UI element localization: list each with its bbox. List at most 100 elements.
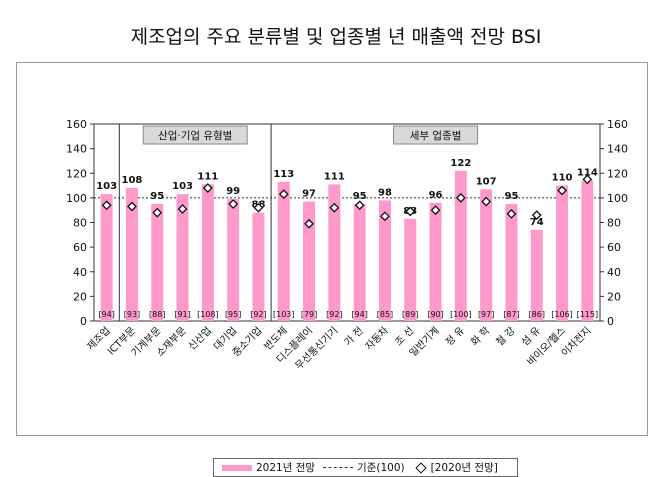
- y-tick-label-right: 120: [607, 167, 628, 180]
- data-label-2020: [85]: [377, 310, 393, 319]
- marker-2020: [405, 206, 416, 217]
- marker-2020: [228, 199, 239, 209]
- data-label-2020: [87]: [503, 310, 519, 319]
- group-label: 세부 업종별: [410, 129, 462, 142]
- legend: 2021년 전망 기준(100) [2020년 전망]: [213, 458, 518, 477]
- marker-2020: [278, 189, 289, 200]
- legend-item: 기준(100): [323, 460, 405, 475]
- data-label-2021: 96: [429, 190, 443, 201]
- bar-2021: [353, 204, 366, 321]
- data-label-2020: [103]: [273, 310, 295, 319]
- data-label-2020: [92]: [326, 310, 342, 319]
- legend-swatch-diamond: [414, 461, 427, 474]
- group-label-box: [393, 125, 479, 145]
- marker-2020: [531, 210, 542, 221]
- data-label-2021: 95: [353, 191, 367, 202]
- y-tick-label-right: 100: [607, 192, 628, 205]
- bar-2021: [556, 185, 569, 321]
- marker-2020: [380, 211, 390, 222]
- bar-2021: [176, 194, 189, 321]
- x-tick-label: 화 학: [469, 325, 493, 349]
- data-label-2021: 111: [324, 171, 345, 182]
- bar-2021: [125, 188, 138, 321]
- y-tick-label-right: 40: [607, 266, 621, 279]
- legend-item: [2020년 전망]: [413, 460, 498, 475]
- bar-2021: [454, 170, 467, 321]
- bar-2021: [429, 202, 442, 321]
- marker-2020: [430, 205, 441, 216]
- marker-2020: [202, 183, 213, 193]
- data-label-2020: [91]: [174, 310, 190, 319]
- legend-label: 기준(100): [357, 462, 405, 474]
- x-tick-label: 가 전: [342, 325, 366, 349]
- x-tick-label: 철 강: [494, 325, 518, 349]
- data-label-2020: [97]: [478, 310, 494, 319]
- bar-2021: [100, 194, 113, 321]
- data-label-2020: [94]: [351, 310, 367, 319]
- y-tick-label-right: 0: [607, 315, 614, 328]
- y-tick-label-left: 120: [66, 167, 87, 180]
- data-label-2021: 122: [450, 158, 471, 169]
- bar-2021: [201, 184, 214, 321]
- y-tick-label-right: 80: [607, 217, 621, 230]
- data-label-2021: 113: [273, 169, 294, 180]
- marker-2020: [455, 192, 466, 203]
- y-tick-label-left: 160: [66, 118, 87, 131]
- data-label-2020: [79]: [301, 310, 317, 319]
- marker-2020: [152, 207, 163, 218]
- data-label-2020: [89]: [402, 310, 418, 319]
- marker-2020: [253, 202, 264, 213]
- marker-2020: [101, 200, 112, 211]
- data-label-2021: 110: [552, 173, 573, 184]
- chart-svg: 0 0 20 20 40 40 60 60 80 80 100 100 120 120 140 140 160 1…: [66, 118, 628, 372]
- bar-2021: [303, 201, 316, 321]
- data-label-2021: 114: [577, 168, 598, 179]
- y-tick-label-left: 80: [73, 217, 87, 230]
- legend-label: 2021년 전망: [256, 462, 316, 474]
- bar-2021: [581, 180, 594, 321]
- data-label-2021: 111: [197, 171, 218, 182]
- legend-swatch-bar: [222, 464, 252, 471]
- data-label-2021: 99: [226, 186, 240, 197]
- data-label-2020: [95]: [225, 310, 241, 319]
- data-label-2020: [86]: [529, 310, 545, 319]
- data-label-2021: 108: [122, 175, 143, 186]
- bar-2021: [505, 204, 518, 321]
- bar-2021: [530, 229, 543, 321]
- x-tick-label: 섬 유: [519, 325, 543, 349]
- data-label-2021: 98: [378, 187, 392, 198]
- data-label-2021: 103: [172, 181, 193, 192]
- data-label-2020: [106]: [551, 310, 573, 319]
- marker-2020: [177, 204, 188, 214]
- y-tick-label-left: 60: [73, 241, 87, 254]
- bar-2021: [252, 212, 265, 321]
- data-label-2020: [100]: [450, 310, 472, 319]
- x-tick-label: 자동차: [363, 325, 391, 353]
- legend-label: [2020년 전망]: [430, 462, 498, 474]
- data-label-2020: [115]: [577, 310, 599, 319]
- data-label-2021: 74: [530, 217, 544, 228]
- data-label-2020: [93]: [124, 310, 140, 319]
- bar-2021: [227, 199, 240, 321]
- chart-title: 제조업의 주요 분류별 및 업종별 년 매출액 전망 BSI: [130, 26, 542, 48]
- y-tick-label-right: 60: [607, 241, 621, 254]
- plot-area-border: [93, 123, 601, 322]
- y-tick-label-left: 100: [66, 192, 87, 205]
- y-tick-label-right: 160: [607, 118, 628, 131]
- bar-2021: [480, 189, 493, 321]
- bar-2021: [378, 200, 391, 321]
- marker-2020: [506, 208, 517, 219]
- data-label-2020: [108]: [197, 310, 219, 319]
- y-tick-label-right: 140: [607, 143, 628, 156]
- legend-swatch-line: [323, 467, 354, 468]
- y-tick-label-right: 20: [607, 290, 621, 303]
- data-label-2021: 103: [96, 181, 117, 192]
- chart-frame: 0 0 20 20 40 40 60 60 80 80 100 100 120 120 140 140 160 1…: [16, 62, 648, 477]
- x-tick-label: 신산업: [185, 324, 214, 353]
- data-label-2021: 95: [150, 191, 164, 202]
- bar-2021: [328, 184, 341, 321]
- marker-2020: [481, 196, 492, 207]
- x-tick-label: 정 유: [443, 325, 467, 349]
- marker-2020: [354, 200, 365, 211]
- y-tick-label-left: 0: [80, 315, 87, 328]
